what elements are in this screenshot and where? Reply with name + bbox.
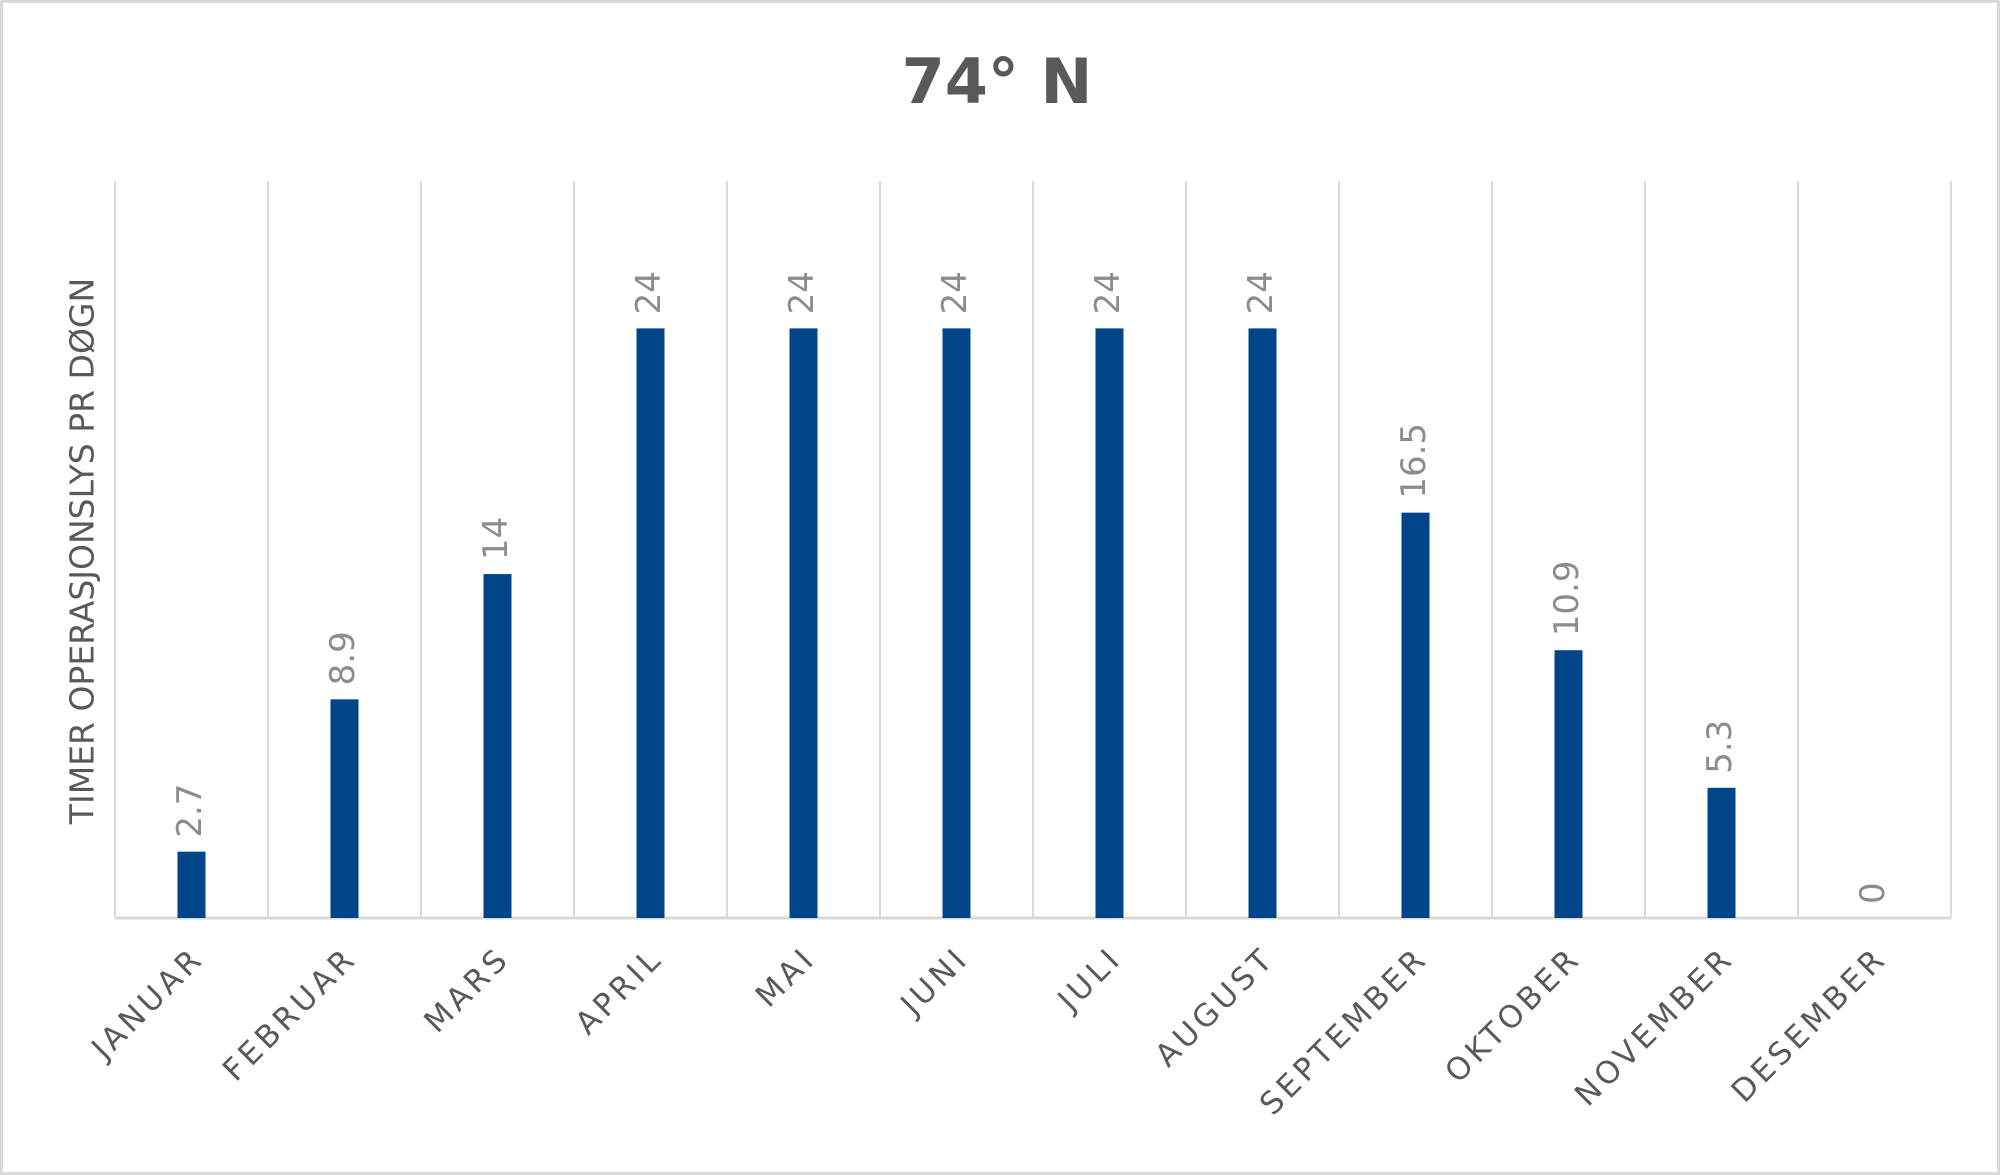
data-label: 14 <box>476 517 516 560</box>
chart-title: 74° N <box>902 45 1093 118</box>
data-label: 24 <box>1088 271 1128 314</box>
y-axis-label: TIMER OPERASJONSLYS PR DØGN <box>63 278 102 825</box>
bar <box>789 328 818 918</box>
bar <box>1401 512 1430 918</box>
bar <box>1707 787 1736 918</box>
data-label: 24 <box>629 271 669 314</box>
bar <box>177 851 206 918</box>
bar <box>1095 328 1124 918</box>
data-label: 24 <box>782 271 822 314</box>
bar <box>1248 328 1277 918</box>
data-label: 2.7 <box>170 784 210 838</box>
bar <box>942 328 971 918</box>
data-label: 16.5 <box>1394 423 1434 499</box>
data-label: 8.9 <box>323 631 363 685</box>
bar <box>636 328 665 918</box>
data-label: 24 <box>935 271 975 314</box>
data-label: 5.3 <box>1700 720 1740 774</box>
data-label: 10.9 <box>1547 561 1587 637</box>
bar <box>330 699 359 918</box>
bar <box>1554 650 1583 918</box>
data-label: 0 <box>1853 882 1893 904</box>
bar <box>483 574 512 918</box>
data-label: 24 <box>1241 271 1281 314</box>
